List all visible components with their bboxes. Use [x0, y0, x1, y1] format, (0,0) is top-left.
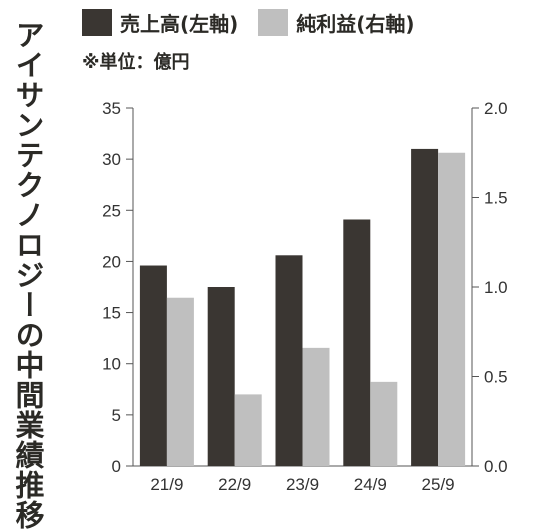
legend-item-net-income: 純利益(右軸)	[258, 8, 415, 37]
left-tick-label: 10	[102, 355, 121, 374]
bar-net-income	[438, 152, 466, 466]
right-tick-label: 2.0	[484, 99, 508, 118]
bar-sales	[343, 219, 371, 466]
legend-label-sales: 売上高(左軸)	[120, 12, 239, 36]
left-tick-label: 5	[112, 406, 121, 425]
bar-net-income	[370, 381, 398, 466]
left-tick-label: 35	[102, 99, 121, 118]
right-tick-label: 0.5	[484, 368, 508, 387]
legend-label-net-income: 純利益(右軸)	[296, 12, 415, 36]
bar-sales	[207, 287, 235, 466]
bar-sales	[411, 148, 439, 466]
bar-sales	[275, 255, 303, 466]
unit-note: ※単位：億円	[82, 52, 190, 73]
left-tick-label: 15	[102, 304, 121, 323]
x-tick-label: 25/9	[422, 475, 455, 494]
x-tick-label: 23/9	[286, 475, 319, 494]
left-tick-label: 25	[102, 201, 121, 220]
legend-swatch-sales	[82, 9, 112, 36]
right-tick-label: 0.0	[484, 457, 508, 476]
x-tick-label: 22/9	[218, 475, 251, 494]
bar-net-income	[234, 394, 262, 466]
bars	[139, 148, 466, 466]
left-tick-label: 30	[102, 150, 121, 169]
x-tick-label: 24/9	[354, 475, 387, 494]
bar-net-income	[302, 347, 330, 466]
tick-labels: 0 5 10 15 20 25 30 35 0.0 0.5 1.0 1.5 2.0 21/9 22/9 23/…	[102, 99, 508, 494]
right-tick-label: 1.5	[484, 189, 508, 208]
bar-net-income	[166, 297, 194, 466]
left-tick-label: 20	[102, 252, 121, 271]
legend: 売上高(左軸) 純利益(右軸)	[82, 8, 435, 37]
left-tick-label: 0	[112, 457, 121, 476]
bar-chart: 0 5 10 15 20 25 30 35 0.0 0.5 1.0 1.5 2.0 21/9 22/9 23/…	[102, 99, 508, 494]
legend-item-sales: 売上高(左軸)	[82, 8, 238, 37]
bar-sales	[139, 265, 167, 466]
right-tick-label: 1.0	[484, 278, 508, 297]
chart-title: アイサンテクノロジーの中間業績推移	[11, 20, 45, 530]
legend-swatch-net-income	[258, 9, 289, 36]
x-tick-label: 21/9	[150, 475, 183, 494]
